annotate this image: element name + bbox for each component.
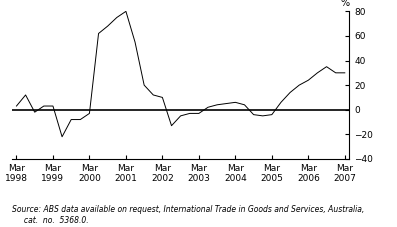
Text: Source: ABS data available on request, International Trade in Goods and Services: Source: ABS data available on request, I…: [12, 205, 364, 225]
Text: %: %: [340, 0, 349, 8]
